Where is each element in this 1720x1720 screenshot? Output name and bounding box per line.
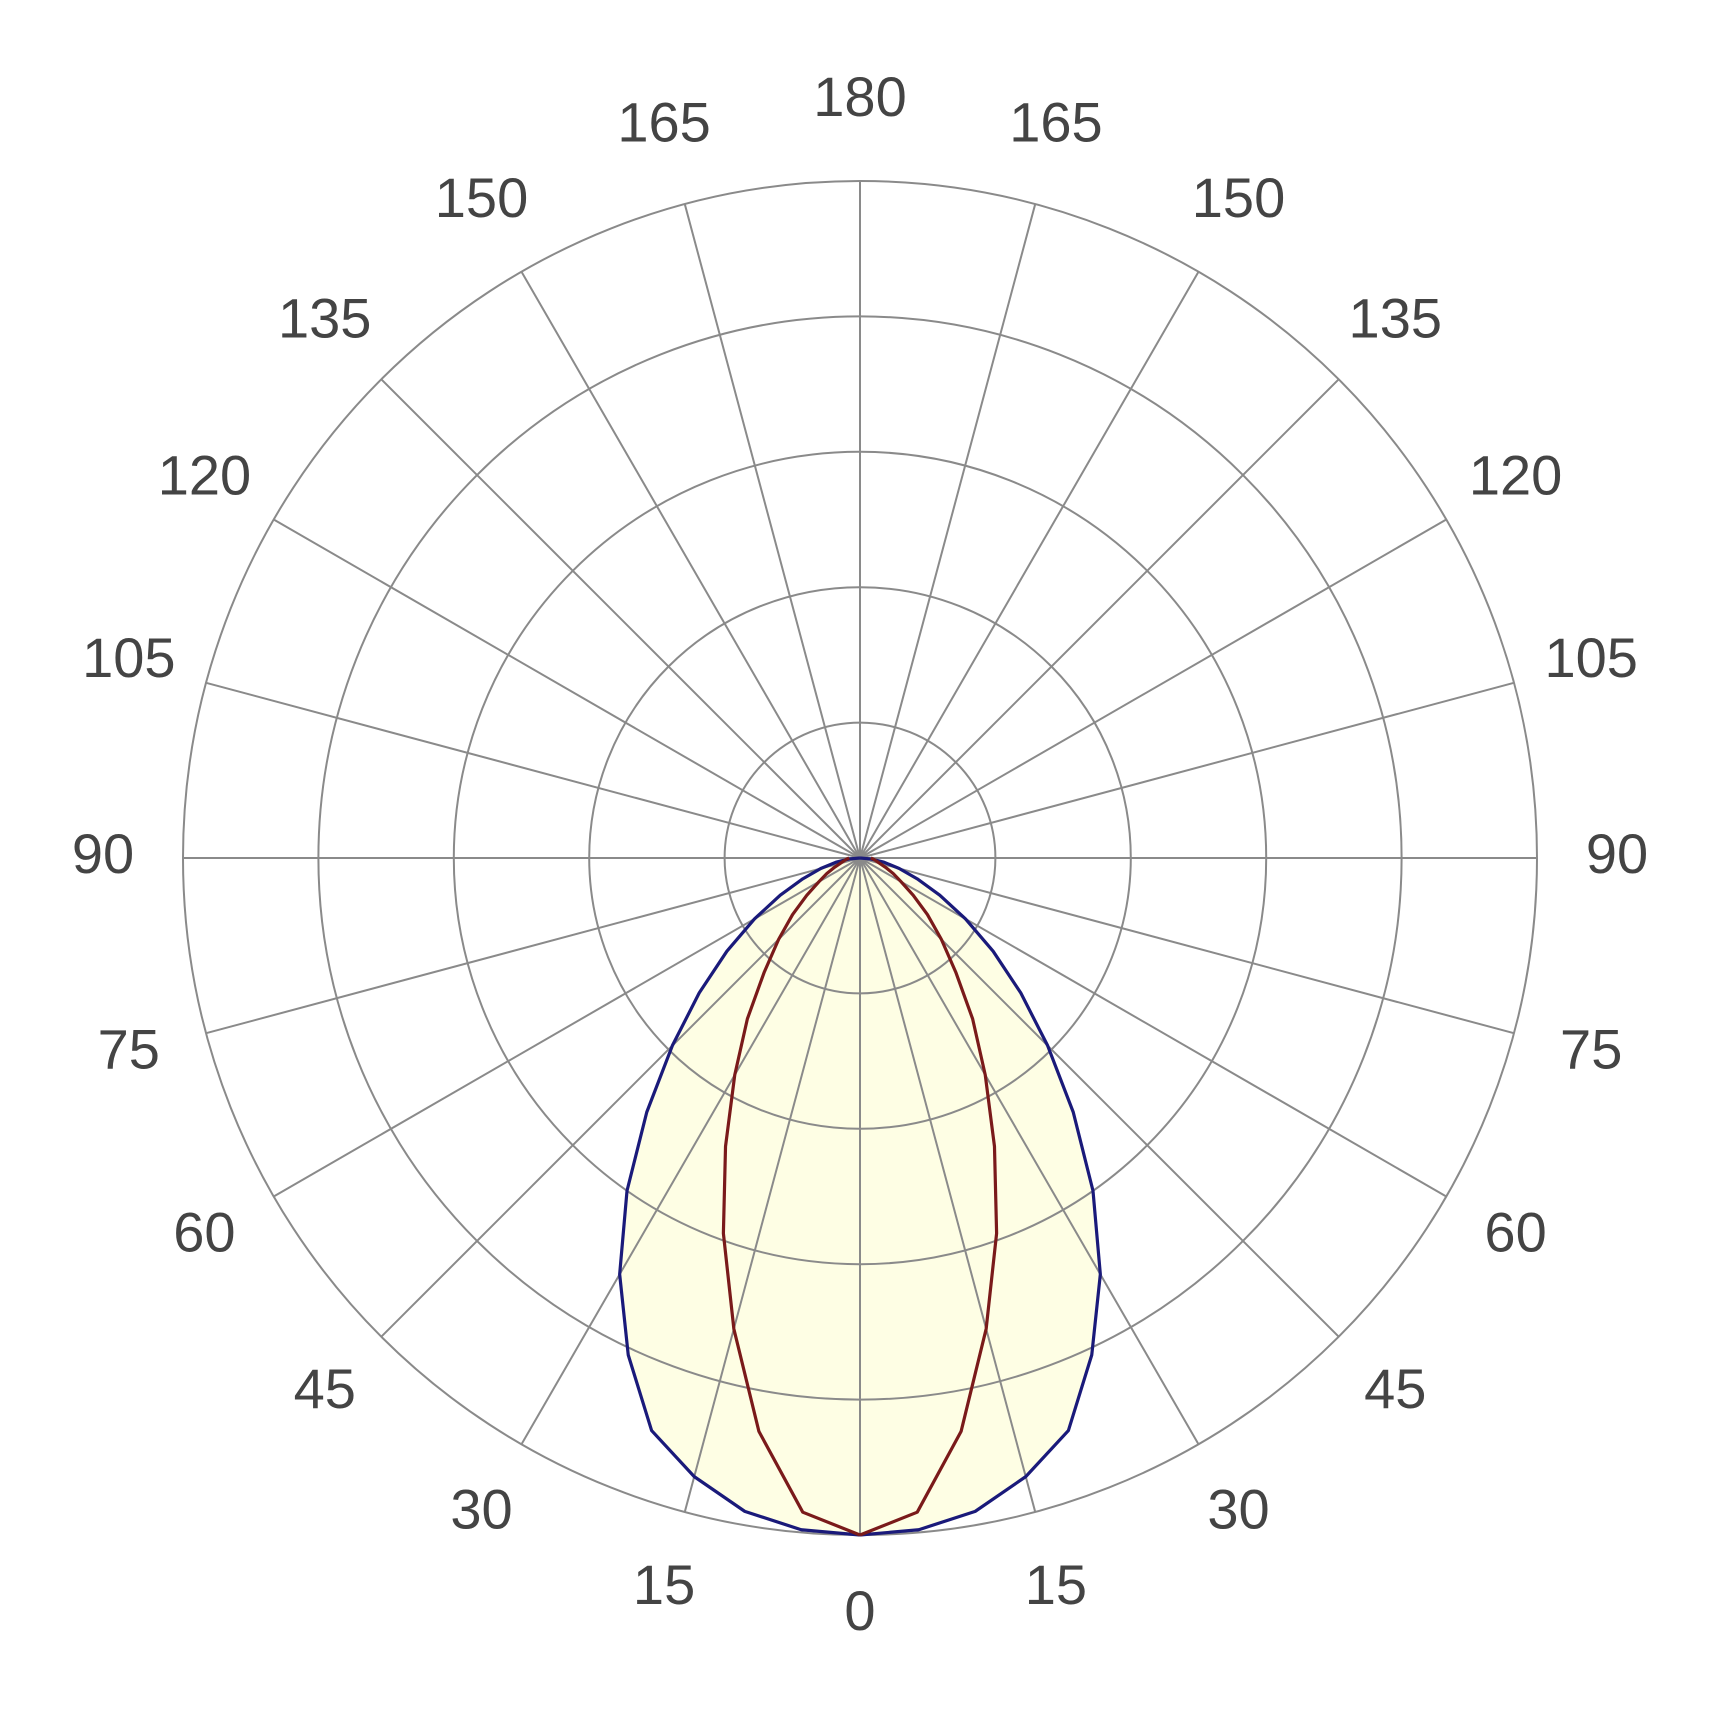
angle-label: 105 — [1544, 626, 1637, 689]
angle-label: 15 — [1025, 1553, 1087, 1616]
angle-label: 15 — [633, 1553, 695, 1616]
grid-spoke — [859, 857, 1447, 1198]
light-fill — [619, 858, 860, 1535]
intensity-curve — [721, 856, 861, 1537]
grid-spoke — [683, 203, 861, 859]
grid-spoke — [859, 857, 1200, 1445]
angle-label: 135 — [278, 287, 371, 350]
angle-label: 150 — [435, 166, 528, 229]
angle-label: 165 — [617, 91, 710, 154]
grid-spoke — [273, 857, 861, 1198]
grid-spoke — [520, 857, 861, 1445]
grid-spoke — [859, 681, 1515, 859]
intensity-curve — [859, 856, 999, 1537]
grid-spoke — [859, 203, 1037, 859]
angle-label: 135 — [1349, 287, 1442, 350]
grid-spoke — [683, 857, 861, 1513]
grid-spoke — [205, 681, 861, 859]
angle-label: 60 — [173, 1200, 235, 1263]
intensity-curve — [618, 856, 861, 1537]
grid-spoke — [520, 271, 861, 859]
angle-label: 105 — [82, 626, 175, 689]
grid-spoke — [380, 378, 861, 859]
grid-spoke — [859, 271, 1200, 859]
angle-label: 90 — [1586, 822, 1648, 885]
angle-label: 165 — [1009, 91, 1102, 154]
grid-spoke — [859, 378, 1340, 859]
angle-label: 120 — [158, 443, 251, 506]
grid-spoke — [859, 518, 1447, 859]
angle-label: 180 — [813, 65, 906, 128]
angle-label: 150 — [1192, 166, 1285, 229]
angle-label: 75 — [98, 1018, 160, 1081]
light-fill — [860, 858, 1101, 1535]
intensity-curve — [859, 856, 1102, 1537]
angle-label: 90 — [72, 822, 134, 885]
angle-label: 75 — [1560, 1018, 1622, 1081]
grid-spoke — [859, 857, 1515, 1035]
angle-label: 30 — [1207, 1477, 1269, 1540]
angle-label: 30 — [450, 1477, 512, 1540]
angle-label: 45 — [294, 1357, 356, 1420]
angle-label: 0 — [844, 1579, 875, 1642]
grid-spoke — [273, 518, 861, 859]
grid-spoke — [859, 857, 1037, 1513]
angle-label: 120 — [1469, 443, 1562, 506]
angle-label: 45 — [1364, 1357, 1426, 1420]
angle-label: 60 — [1484, 1200, 1546, 1263]
grid-spoke — [205, 857, 861, 1035]
